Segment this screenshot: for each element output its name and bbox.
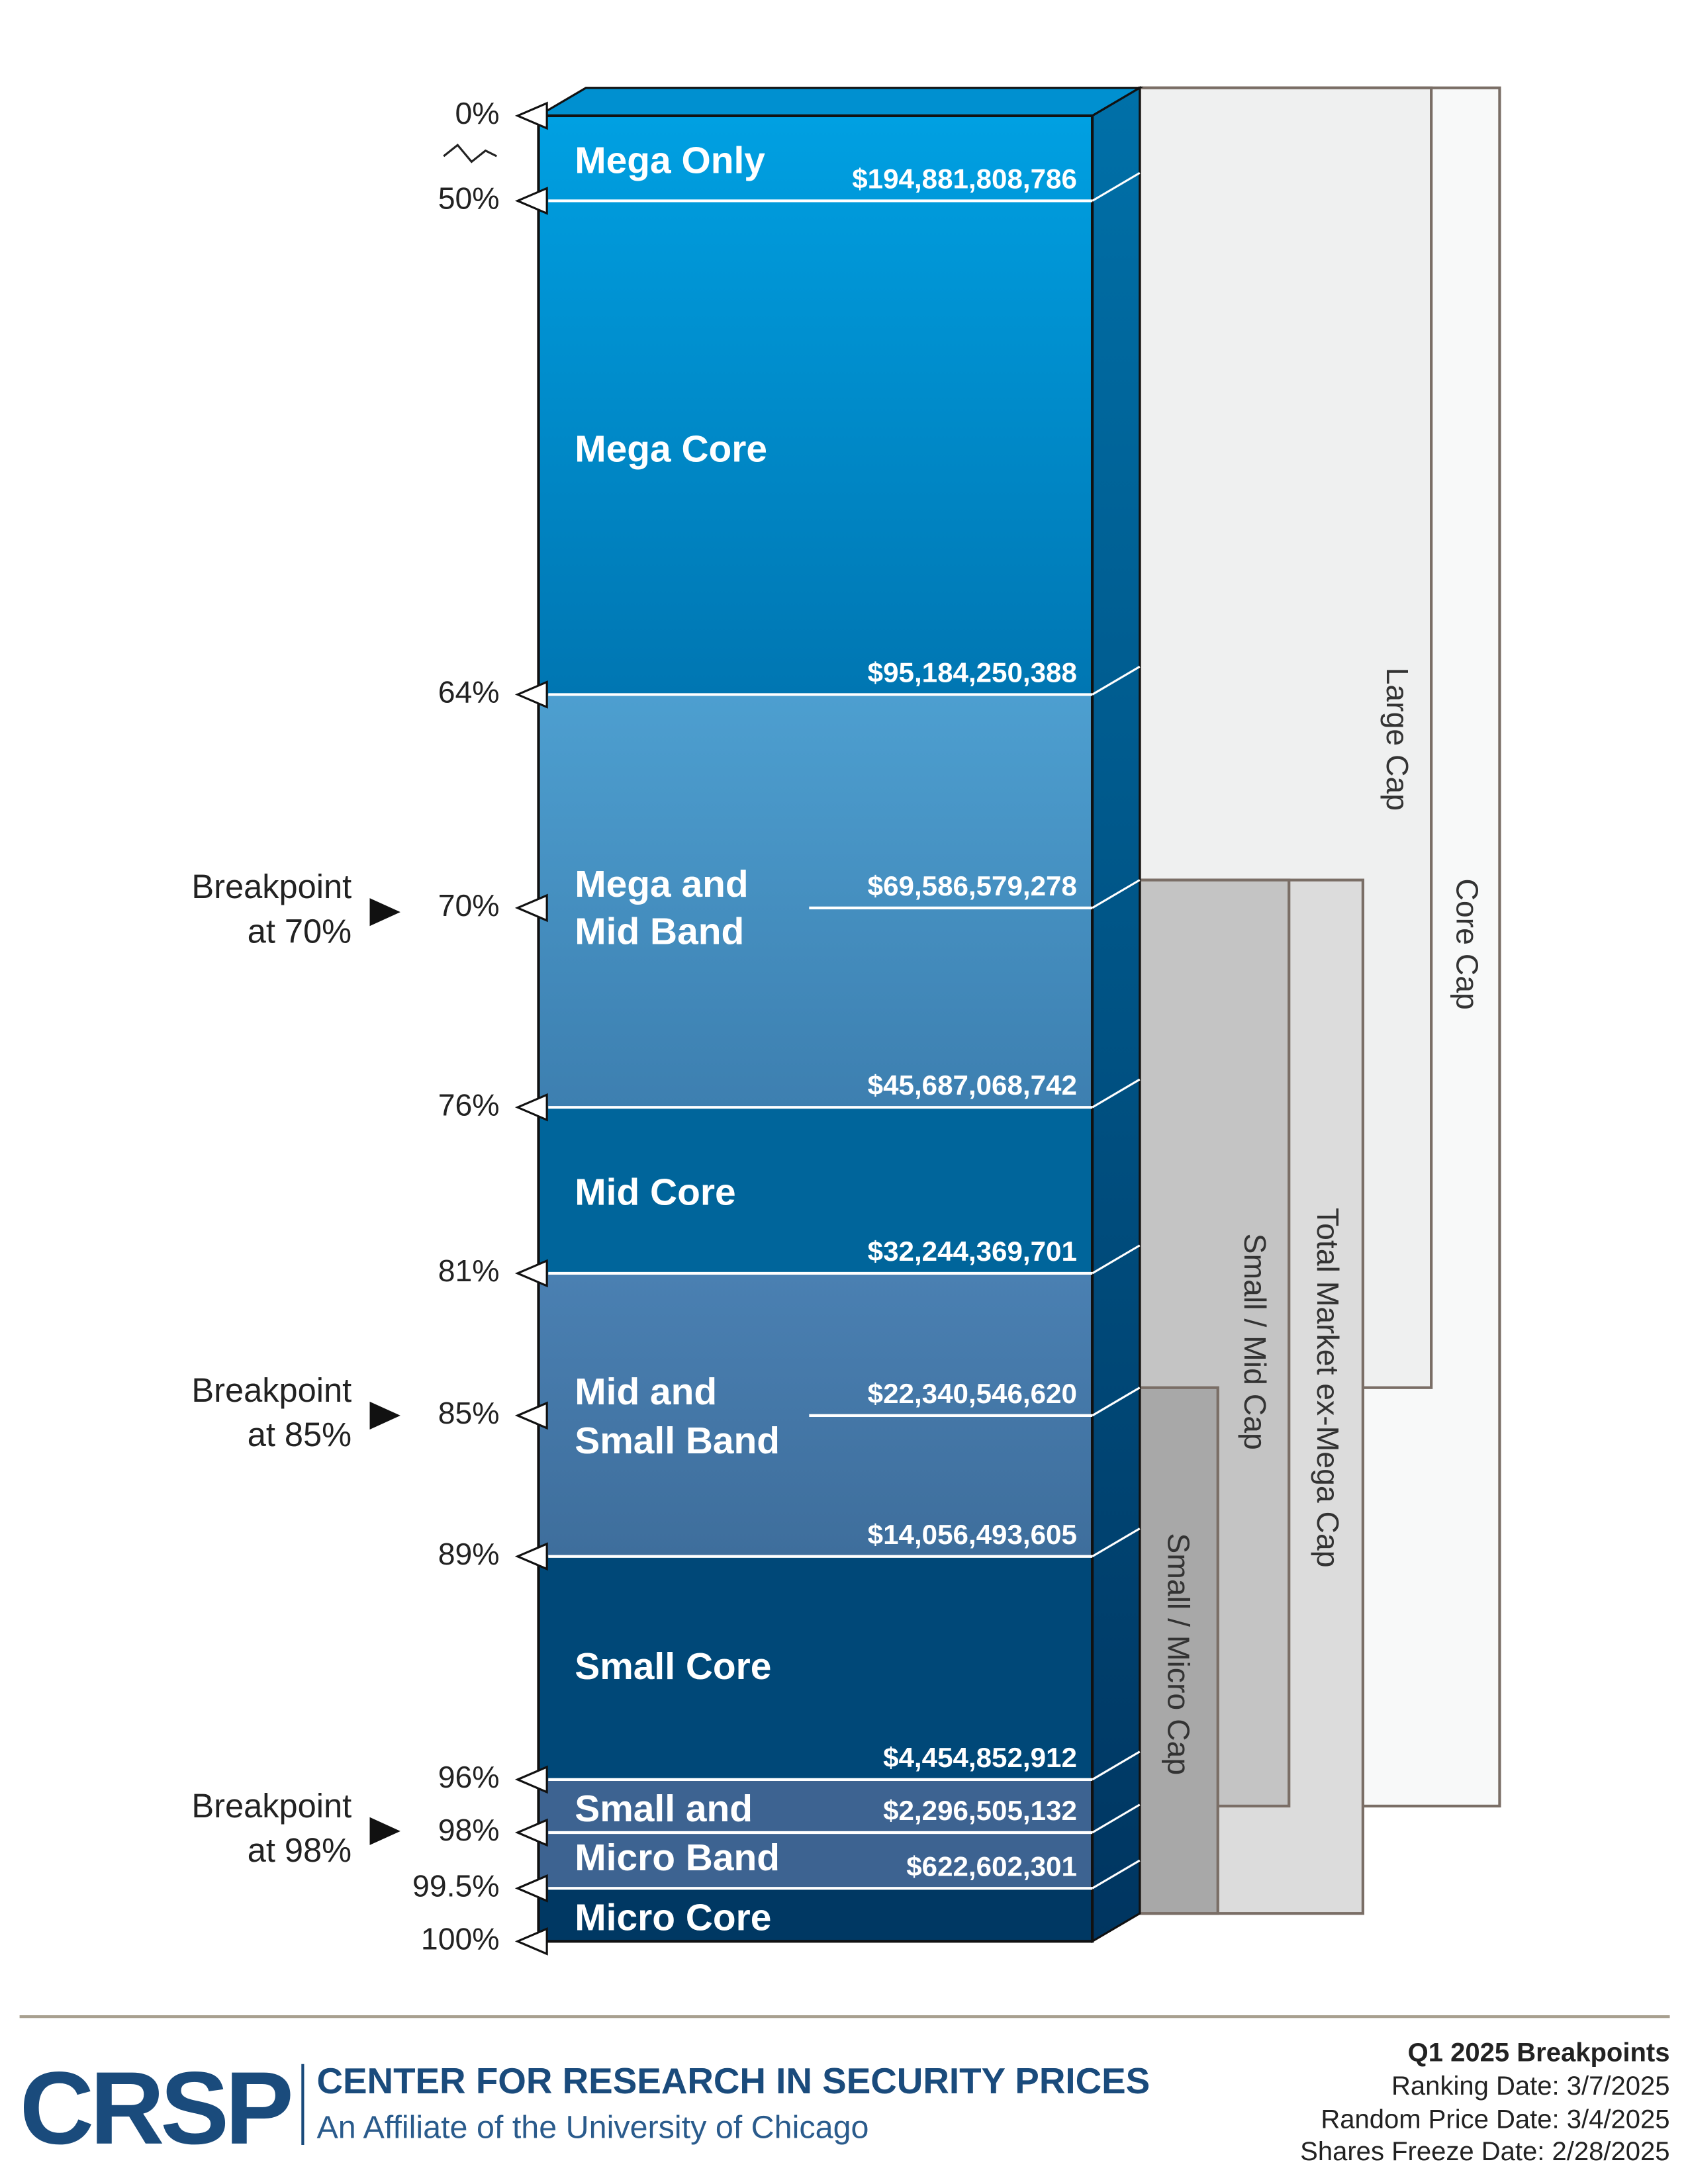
cap-value: $2,296,505,132	[883, 1795, 1077, 1826]
percent-label: 76%	[438, 1087, 500, 1122]
segment-name: Small Core	[575, 1645, 771, 1688]
bracket-label: Total Market ex-Mega Cap	[1311, 1208, 1345, 1568]
level-pointer	[514, 893, 548, 923]
percent-label: 100%	[421, 1922, 500, 1956]
footer-title: Q1 2025 Breakpoints	[1408, 2038, 1670, 2068]
level-line-side	[1092, 1078, 1141, 1109]
percent-label: 0%	[455, 96, 499, 130]
level-pointer	[514, 1927, 548, 1956]
segment-name: Small Band	[575, 1420, 780, 1462]
level-line-side	[1092, 171, 1141, 202]
axis-break	[443, 143, 497, 163]
level-pointer	[514, 101, 548, 130]
segment-name: Mega Only	[575, 139, 765, 181]
level-line-side	[1092, 879, 1141, 909]
column	[534, 85, 1144, 1944]
column-band	[538, 1556, 1093, 1780]
org-name: CENTER FOR RESEARCH IN SECURITY PRICES	[316, 2060, 1150, 2101]
level-line-side	[1092, 665, 1141, 696]
footer-date: Ranking Date: 3/7/2025	[1391, 2071, 1669, 2101]
percent-label: 64%	[438, 675, 500, 709]
brackets: Core Cap Large Cap Total Market ex-Mega Ca…	[1138, 86, 1501, 1915]
breakpoint-arrow	[369, 1401, 400, 1430]
percent-label: 99.5%	[412, 1869, 499, 1903]
breakpoint-label: at 85%	[248, 1416, 352, 1453]
breakpoint-label: Breakpoint	[191, 868, 352, 905]
column-side	[1091, 85, 1141, 1944]
segment-name: Mid and	[575, 1371, 717, 1413]
segment-name: Mid Core	[575, 1171, 735, 1214]
segment-name: Micro Core	[575, 1896, 771, 1938]
percent-label: 98%	[438, 1813, 500, 1847]
footer-date: Shares Freeze Date: 2/28/2025	[1300, 2137, 1669, 2166]
percent-label: 70%	[438, 888, 500, 923]
level-pointer	[514, 187, 548, 215]
level-pointer	[514, 680, 548, 709]
level-line-side	[1092, 1387, 1141, 1417]
percent-label: 81%	[438, 1253, 500, 1288]
bracket-label: Core Cap	[1450, 878, 1484, 1009]
labels: 0% 50% $194,881,808,786 64% $95,184,250,388 7…	[191, 96, 1077, 1956]
cap-value: $194,881,808,786	[852, 163, 1077, 194]
breakpoint-label: Breakpoint	[191, 1371, 352, 1409]
segment-name: Micro Band	[575, 1837, 780, 1879]
percent-label: 96%	[438, 1760, 500, 1794]
level-pointer	[514, 1874, 548, 1903]
level-pointer	[514, 1401, 548, 1430]
column-band	[538, 115, 1093, 695]
bracket	[1138, 1386, 1219, 1915]
cap-value: $32,244,369,701	[868, 1236, 1077, 1267]
percent-label: 89%	[438, 1537, 500, 1571]
level-line-side	[1092, 1859, 1141, 1889]
bracket-label: Small / Micro Cap	[1161, 1533, 1196, 1775]
breakpoint-label: at 98%	[248, 1831, 352, 1869]
percent-label: 50%	[438, 181, 500, 216]
breakpoint-label: at 70%	[248, 913, 352, 950]
cap-value: $622,602,301	[906, 1850, 1077, 1882]
level-line-side	[1092, 1244, 1141, 1275]
affiliate: An Affiliate of the University of Chicag…	[316, 2109, 868, 2145]
column-band	[538, 1107, 1093, 1273]
bracket-label: Large Cap	[1380, 668, 1415, 811]
cap-value: $4,454,852,912	[883, 1742, 1077, 1773]
column-band	[538, 694, 1093, 1108]
level-pointer	[514, 1542, 548, 1571]
column-top	[534, 87, 1144, 117]
column-band	[538, 1888, 1093, 1942]
level-pointer	[514, 1818, 548, 1847]
bracket-label: Small / Mid Cap	[1238, 1234, 1272, 1450]
cap-value: $95,184,250,388	[868, 657, 1077, 688]
column-outline	[537, 114, 1094, 1943]
breakpoint-arrow	[369, 1817, 400, 1845]
cap-value: $45,687,068,742	[868, 1069, 1077, 1101]
level-line-side	[1092, 1527, 1141, 1558]
level-line-side	[1092, 1803, 1141, 1834]
level-pointer	[514, 1093, 548, 1122]
cap-value: $22,340,546,620	[868, 1378, 1077, 1409]
segment-name: Mid Band	[575, 911, 744, 953]
level-line-side	[1092, 1751, 1141, 1781]
level-pointer	[514, 1765, 548, 1794]
logo: CRSP	[20, 2051, 291, 2166]
segment-name: Mega and	[575, 863, 748, 905]
percent-label: 85%	[438, 1396, 500, 1430]
segment-name: Small and	[575, 1788, 753, 1830]
segment-name: Mega Core	[575, 428, 767, 471]
breakpoint-label: Breakpoint	[191, 1787, 352, 1825]
cap-value: $14,056,493,605	[868, 1519, 1077, 1550]
cap-value: $69,586,579,278	[868, 870, 1077, 901]
footer-date: Random Price Date: 3/4/2025	[1321, 2105, 1669, 2134]
level-pointer	[514, 1259, 548, 1288]
breakpoint-arrow	[369, 898, 400, 927]
